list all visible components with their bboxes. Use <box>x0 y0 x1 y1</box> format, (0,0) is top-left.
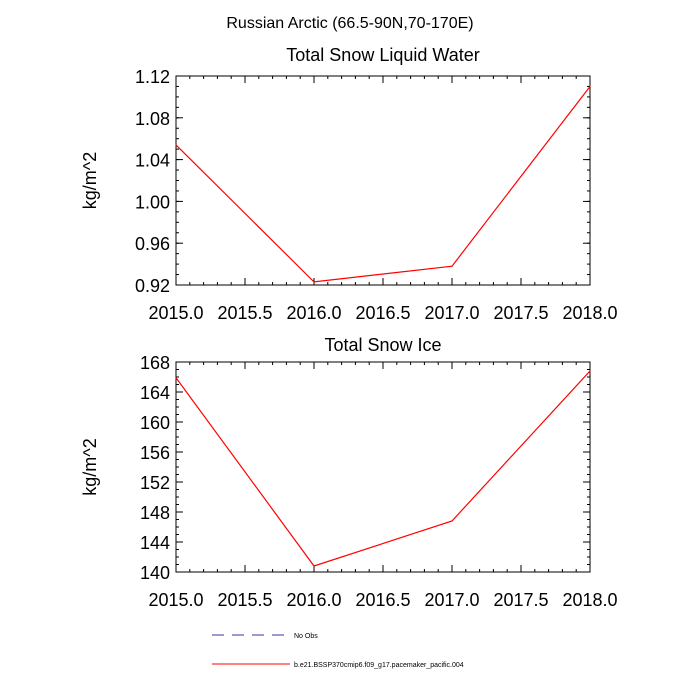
data-point <box>451 265 453 267</box>
series-line-1 <box>175 370 591 567</box>
legend-item-2: b.e21.BSSP370cmip6.f09_g17.pacemaker_pac… <box>212 662 464 669</box>
y-tick-label: 148 <box>140 503 170 523</box>
x-tick-label: 2016.5 <box>355 303 410 323</box>
y-tick-label: 164 <box>140 383 170 403</box>
y-tick-label: 1.12 <box>135 67 170 87</box>
legend-item-1: No Obs <box>212 633 318 640</box>
chart-panel-1: Total Snow Liquid Water 2015.0 2015.5 2016.… <box>80 45 618 323</box>
legend-label: b.e21.BSSP370cmip6.f09_g17.pacemaker_pac… <box>294 662 464 669</box>
x-tick-label: 2016.0 <box>286 590 341 610</box>
x-tick-label: 2017.0 <box>424 303 479 323</box>
y-tick-label: 160 <box>140 413 170 433</box>
x-tick-label: 2017.5 <box>493 303 548 323</box>
x-tick-label: 2018.0 <box>562 590 617 610</box>
x-tick-label: 2015.0 <box>148 590 203 610</box>
y-tick-label: 156 <box>140 443 170 463</box>
x-tick-label: 2016.5 <box>355 590 410 610</box>
chart-title: Total Snow Ice <box>324 335 441 355</box>
chart-panel-2: Total Snow Ice 2015.0 2015.5 2016.0 2016.5 20… <box>80 335 618 610</box>
data-point <box>589 370 591 372</box>
series-line-1 <box>175 86 591 283</box>
y-tick-label: 0.96 <box>135 234 170 254</box>
data-point <box>175 377 177 379</box>
y-axis-label: kg/m^2 <box>80 152 100 209</box>
plot-frame <box>175 361 591 573</box>
chart-title: Total Snow Liquid Water <box>286 45 479 65</box>
y-axis-label: kg/m^2 <box>80 438 100 495</box>
legend-label: No Obs <box>294 633 318 640</box>
x-tick-label: 2018.0 <box>562 303 617 323</box>
y-tick-label: 1.00 <box>135 192 170 212</box>
x-tick-label: 2015.5 <box>217 303 272 323</box>
y-tick-label: 0.92 <box>135 276 170 296</box>
legend: No Obs b.e21.BSSP370cmip6.f09_g17.pacemak… <box>212 633 464 669</box>
y-tick-label: 140 <box>140 563 170 583</box>
data-point <box>313 281 315 283</box>
y-tick-label: 1.08 <box>135 109 170 129</box>
x-tick-label: 2017.0 <box>424 590 479 610</box>
y-tick-label: 1.04 <box>135 151 170 171</box>
y-tick-label: 168 <box>140 353 170 373</box>
data-point <box>313 565 315 567</box>
y-tick-label: 144 <box>140 533 170 553</box>
x-tick-label: 2016.0 <box>286 303 341 323</box>
data-point <box>451 520 453 522</box>
plot-frame <box>175 75 591 286</box>
data-point <box>175 144 177 146</box>
x-tick-label: 2015.5 <box>217 590 272 610</box>
y-tick-label: 152 <box>140 473 170 493</box>
x-tick-label: 2017.5 <box>493 590 548 610</box>
figure-title: Russian Arctic (66.5-90N,70-170E) <box>226 15 473 32</box>
x-tick-label: 2015.0 <box>148 303 203 323</box>
data-point <box>589 85 591 88</box>
